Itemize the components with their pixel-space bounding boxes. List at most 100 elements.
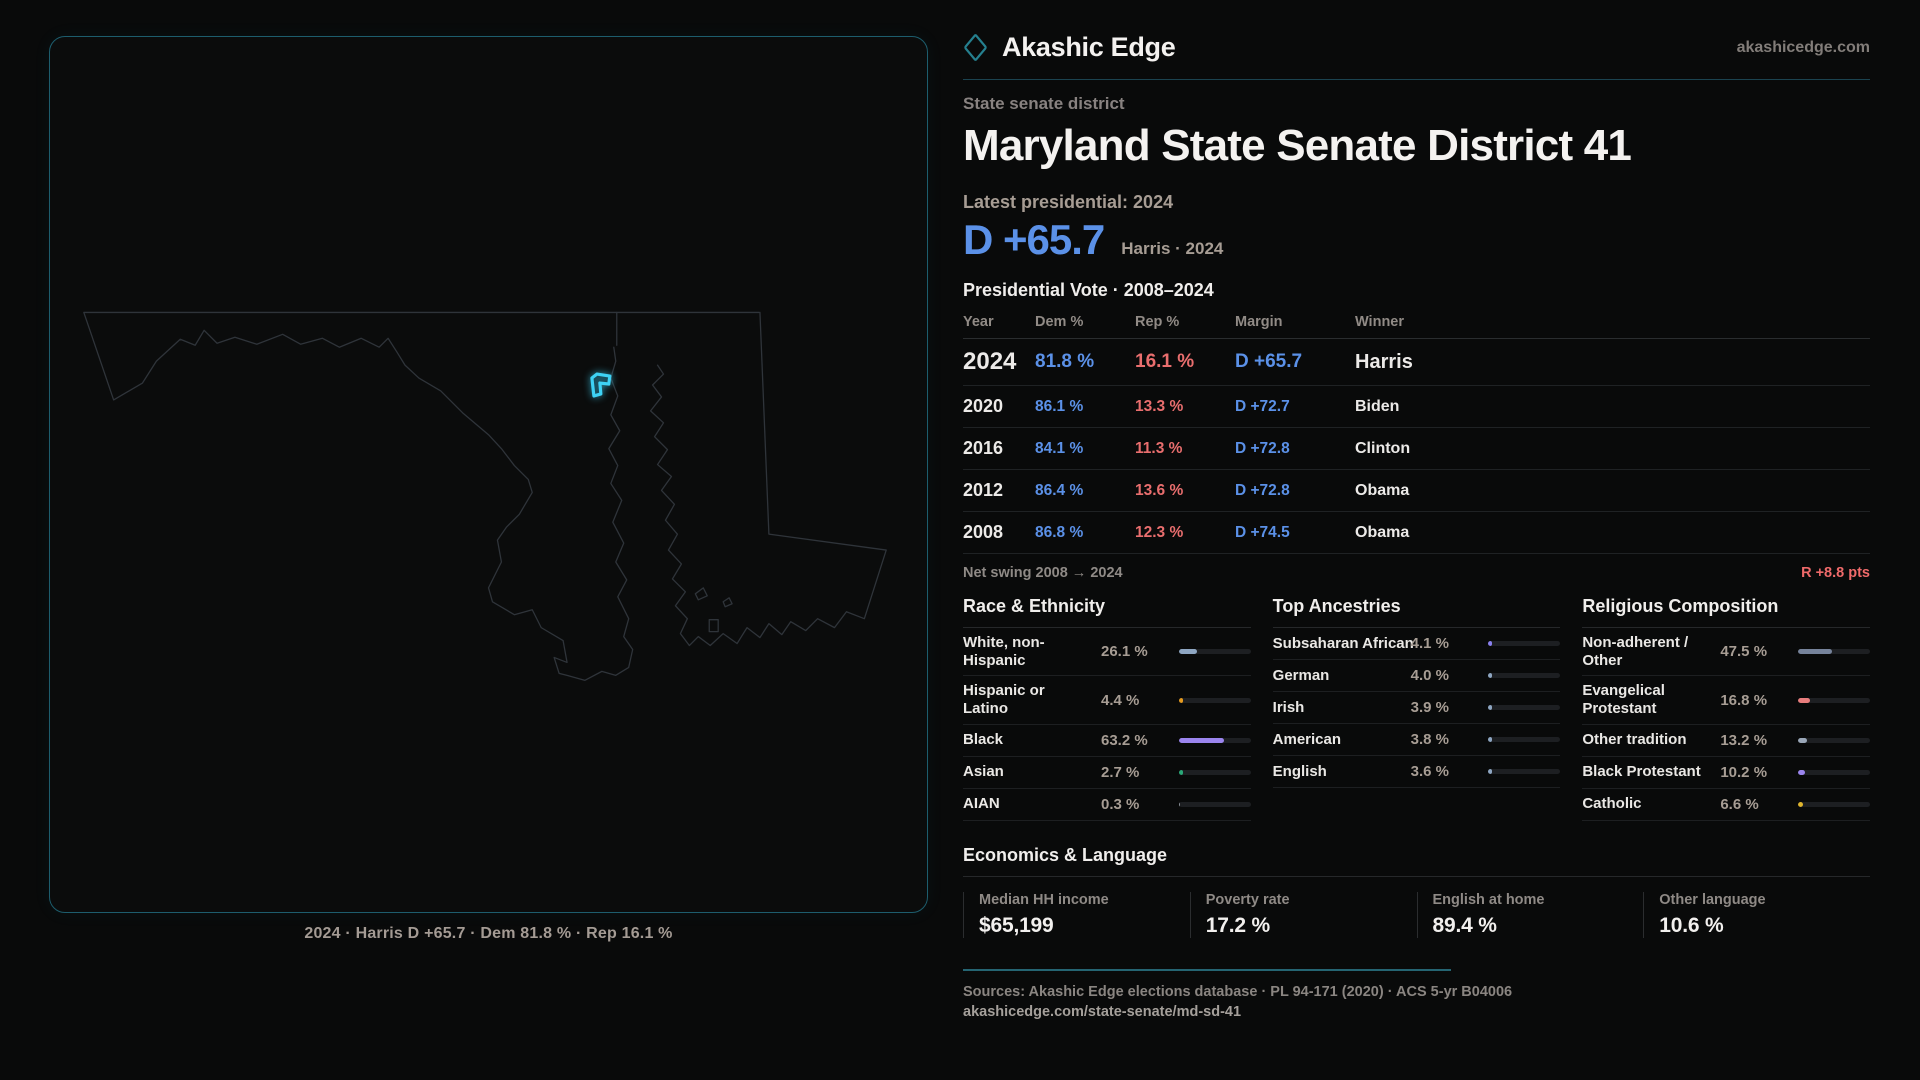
vote-winner: Biden xyxy=(1355,397,1400,415)
econ-value: 89.4 % xyxy=(1432,913,1497,937)
demo-section-2: Religious Composition Non-adherent / Othe… xyxy=(1582,596,1870,821)
headline-margin-note: Harris · 2024 xyxy=(1121,239,1224,258)
demo-value: 26.1 % xyxy=(1101,643,1148,661)
vote-col-header-3: Margin xyxy=(1235,313,1283,330)
demo-value: 2.7 % xyxy=(1101,763,1140,781)
demo-bar-fill xyxy=(1488,641,1493,646)
vote-col-header-4: Winner xyxy=(1355,313,1405,330)
demo-label: American xyxy=(1272,730,1342,748)
vote-table-header: Year Dem % Rep % Margin Winner xyxy=(963,305,1870,339)
brand-name: Akashic Edge xyxy=(1002,32,1176,62)
demo-row: White, non-Hispanic 26.1 % xyxy=(963,628,1251,677)
vote-dem-pct: 81.8 % xyxy=(1035,351,1095,372)
footer-divider xyxy=(963,968,1451,971)
demo-label: Non-adherent / Other xyxy=(1582,634,1689,669)
demo-row: Other tradition 13.2 % xyxy=(1582,725,1870,757)
demo-bar-fill xyxy=(1797,737,1808,743)
econ-value: 17.2 % xyxy=(1205,913,1270,937)
vote-winner: Obama xyxy=(1355,523,1410,541)
demo-value: 0.3 % xyxy=(1101,795,1140,813)
vote-rep-pct: 12.3 % xyxy=(1135,523,1184,541)
demo-bar-track xyxy=(1178,649,1251,655)
demo-row: Asian 2.7 % xyxy=(963,757,1251,789)
demo-label: White, non-Hispanic xyxy=(963,634,1045,669)
demo-bar-fill xyxy=(1488,705,1493,710)
econ-card-3: Other language 10.6 % xyxy=(1643,891,1870,938)
demo-label: Other tradition xyxy=(1582,731,1687,749)
demo-bar-track xyxy=(1797,649,1870,655)
brand[interactable]: Akashic Edge xyxy=(963,32,1176,63)
demo-bar-track xyxy=(1488,673,1561,678)
demo-bar-track xyxy=(1488,705,1561,710)
brand-domain-link[interactable]: akashicedge.com xyxy=(1736,38,1870,56)
demo-row: Irish 3.9 % xyxy=(1272,692,1561,724)
demo-bar-track xyxy=(1178,737,1251,743)
demo-bar-fill xyxy=(1178,737,1225,743)
demo-value: 10.2 % xyxy=(1720,763,1768,781)
demo-section-title: Top Ancestries xyxy=(1272,596,1561,628)
state-outline-west xyxy=(83,311,760,681)
vote-col-header-0: Year xyxy=(963,313,994,330)
demo-value: 47.5 % xyxy=(1720,643,1768,661)
demo-bar-track xyxy=(1178,697,1251,703)
vote-rep-pct: 16.1 % xyxy=(1135,351,1195,372)
sources-line: Sources: Akashic Edge elections database… xyxy=(963,983,1513,1000)
demo-label: Black xyxy=(963,731,1004,749)
vote-dem-pct: 86.8 % xyxy=(1035,523,1084,541)
demo-label: Black Protestant xyxy=(1582,763,1701,781)
demographics-grid: Race & Ethnicity White, non-Hispanic 26.1 … xyxy=(963,596,1870,821)
demo-bar-fill xyxy=(1797,697,1811,703)
demo-label: AIAN xyxy=(963,795,1000,813)
demo-bar-fill xyxy=(1488,673,1493,678)
econ-card-2: English at home 89.4 % xyxy=(1416,891,1644,938)
vote-dem-pct: 86.4 % xyxy=(1035,481,1084,499)
demo-bar-fill xyxy=(1178,649,1198,655)
vote-winner: Clinton xyxy=(1355,439,1411,457)
vote-row-2008: 2008 86.8 % 12.3 % D +74.5 Obama xyxy=(963,512,1870,554)
demo-row: German 4.0 % xyxy=(1272,660,1561,692)
brand-diamond-icon xyxy=(963,33,988,62)
demo-row: Subsaharan African 4.1 % xyxy=(1272,628,1561,660)
headline-margin-row: D +65.7 Harris · 2024 xyxy=(963,216,1870,264)
demo-row: Black 63.2 % xyxy=(963,725,1251,757)
site-header: Akashic Edge akashicedge.com xyxy=(963,0,1870,80)
demo-value: 63.2 % xyxy=(1101,731,1148,749)
permalink-link[interactable]: akashicedge.com/state-senate/md-sd-41 xyxy=(963,1003,1242,1020)
page-footer: Sources: Akashic Edge elections database… xyxy=(963,968,1870,1020)
vote-table-title: Presidential Vote · 2008–2024 xyxy=(963,280,1214,300)
demo-row: Black Protestant 10.2 % xyxy=(1582,757,1870,789)
map-caption: 2024 · Harris D +65.7 · Dem 81.8 % · Rep… xyxy=(304,925,673,942)
demo-bar-track xyxy=(1797,697,1870,703)
demo-label: Asian xyxy=(963,763,1004,781)
vote-rep-pct: 13.3 % xyxy=(1135,397,1184,415)
demo-row: American 3.8 % xyxy=(1272,724,1561,756)
demo-bar-track xyxy=(1797,801,1870,807)
economics-section: Economics & Language Median HH income $65… xyxy=(963,845,1870,938)
econ-label: Other language xyxy=(1659,891,1766,908)
vote-year: 2008 xyxy=(963,522,1004,542)
vote-year: 2012 xyxy=(963,480,1004,500)
demo-bar-fill xyxy=(1797,769,1806,775)
demo-bar-fill xyxy=(1178,697,1183,703)
demo-row: Catholic 6.6 % xyxy=(1582,789,1870,821)
headline-margin-value: D +65.7 xyxy=(963,216,1105,263)
demo-label: English xyxy=(1272,762,1327,780)
vote-margin: D +74.5 xyxy=(1235,523,1290,541)
net-swing-label: Net swing 2008 → 2024 xyxy=(963,565,1123,581)
demo-bar-fill xyxy=(1488,737,1493,742)
vote-margin: D +72.8 xyxy=(1235,439,1290,457)
vote-year: 2016 xyxy=(963,438,1004,458)
economics-title: Economics & Language xyxy=(963,845,1870,877)
demo-label: Irish xyxy=(1272,698,1305,716)
vote-col-header-2: Rep % xyxy=(1135,313,1180,330)
vote-winner: Harris xyxy=(1355,350,1413,373)
demo-bar-track xyxy=(1178,769,1251,775)
demo-value: 3.9 % xyxy=(1410,699,1450,716)
vote-margin: D +65.7 xyxy=(1235,351,1303,372)
demo-row: Hispanic or Latino 4.4 % xyxy=(963,676,1251,725)
demo-value: 13.2 % xyxy=(1720,731,1768,749)
vote-year: 2024 xyxy=(963,348,1017,375)
demo-bar-fill xyxy=(1178,769,1183,775)
econ-value: 10.6 % xyxy=(1659,913,1724,937)
demo-row: Non-adherent / Other 47.5 % xyxy=(1582,628,1870,677)
